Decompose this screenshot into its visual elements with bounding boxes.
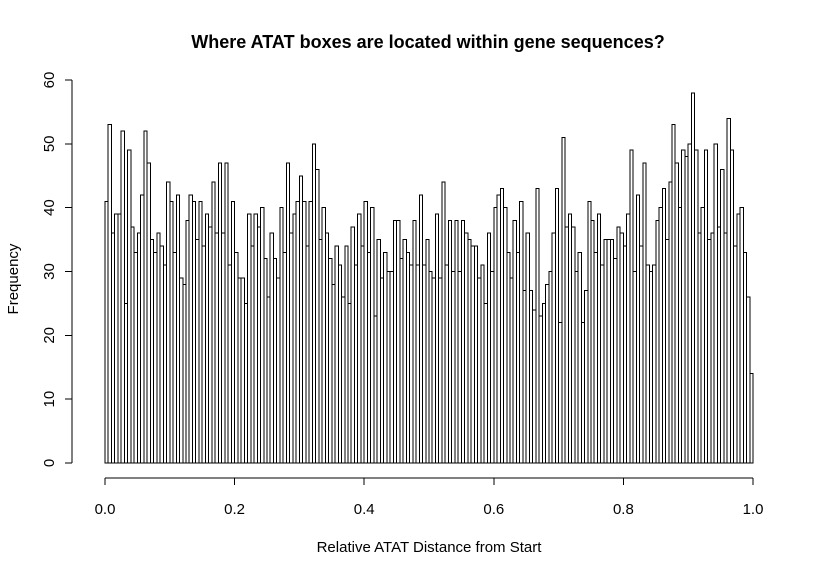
y-tick-label: 60 xyxy=(41,72,58,89)
x-tick-label: 0.2 xyxy=(224,501,245,518)
histogram-bar xyxy=(120,130,125,464)
y-axis: 0 10 20 30 40 50 60 xyxy=(41,72,73,467)
bars-group xyxy=(104,92,754,464)
y-tick-label: 50 xyxy=(41,135,58,152)
x-tick-label: 0.4 xyxy=(354,501,375,518)
x-axis: 0.0 0.2 0.4 0.6 0.8 1.0 xyxy=(95,477,764,518)
histogram-bar xyxy=(749,373,754,464)
y-tick-label: 0 xyxy=(41,459,58,467)
chart-title: Where ATAT boxes are located within gene… xyxy=(191,32,664,52)
y-tick-label: 10 xyxy=(41,391,58,408)
y-axis-label: Frequency xyxy=(5,243,22,314)
x-tick-label: 0.6 xyxy=(483,501,504,518)
x-tick-label: 0.8 xyxy=(613,501,634,518)
x-axis-label: Relative ATAT Distance from Start xyxy=(317,539,543,556)
y-tick-label: 20 xyxy=(41,327,58,344)
x-tick-label: 0.0 xyxy=(95,501,116,518)
y-tick-label: 30 xyxy=(41,263,58,280)
y-tick-label: 40 xyxy=(41,199,58,216)
x-tick-label: 1.0 xyxy=(743,501,764,518)
